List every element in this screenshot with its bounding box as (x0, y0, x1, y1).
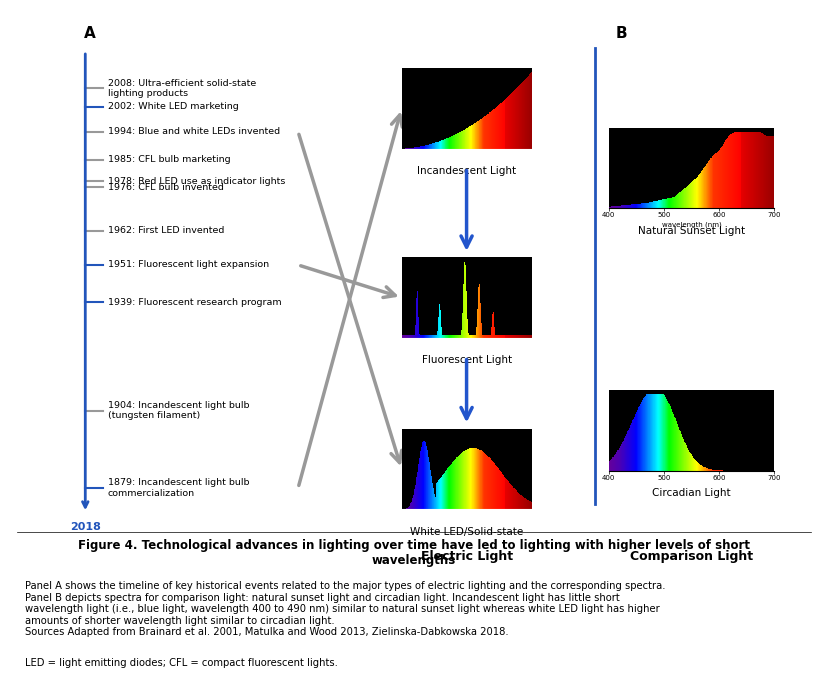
X-axis label: wavelength (nm): wavelength (nm) (661, 221, 720, 228)
Text: 1978: Red LED use as indicator lights: 1978: Red LED use as indicator lights (108, 177, 284, 186)
Text: LED = light emitting diodes; CFL = compact fluorescent lights.: LED = light emitting diodes; CFL = compa… (25, 658, 337, 668)
Text: 2018: 2018 (69, 522, 101, 531)
Text: Figure 4. Technological advances in lighting over time have led to lighting with: Figure 4. Technological advances in ligh… (78, 539, 749, 567)
Text: 1879: Incandescent light bulb
commercialization: 1879: Incandescent light bulb commercial… (108, 478, 249, 498)
Text: Comparison Light: Comparison Light (629, 550, 752, 563)
Text: 1976: CFL bulb invented: 1976: CFL bulb invented (108, 183, 223, 192)
Text: White LED/Solid-state: White LED/Solid-state (409, 526, 523, 537)
Text: Fluorescent Light: Fluorescent Light (421, 356, 511, 365)
Text: Panel A shows the timeline of key historical events related to the major types o: Panel A shows the timeline of key histor… (25, 581, 665, 638)
Text: 2002: White LED marketing: 2002: White LED marketing (108, 102, 238, 111)
Text: 2008: Ultra-efficient solid-state
lighting products: 2008: Ultra-efficient solid-state lighti… (108, 78, 256, 98)
Text: Circadian Light: Circadian Light (652, 489, 729, 498)
Text: B: B (614, 26, 626, 41)
Text: 1985: CFL bulb marketing: 1985: CFL bulb marketing (108, 155, 230, 164)
Text: 1994: Blue and white LEDs invented: 1994: Blue and white LEDs invented (108, 127, 280, 136)
Text: Incandescent Light: Incandescent Light (417, 167, 515, 176)
Text: 1939: Fluorescent research program: 1939: Fluorescent research program (108, 298, 281, 307)
Text: Natural Sunset Light: Natural Sunset Light (637, 225, 744, 236)
Text: 1904: Incandescent light bulb
(tungsten filament): 1904: Incandescent light bulb (tungsten … (108, 401, 249, 420)
Text: 1962: First LED invented: 1962: First LED invented (108, 226, 224, 235)
Text: A: A (84, 26, 95, 41)
Text: 1951: Fluorescent light expansion: 1951: Fluorescent light expansion (108, 260, 269, 270)
Text: Electric Light: Electric Light (420, 550, 512, 563)
